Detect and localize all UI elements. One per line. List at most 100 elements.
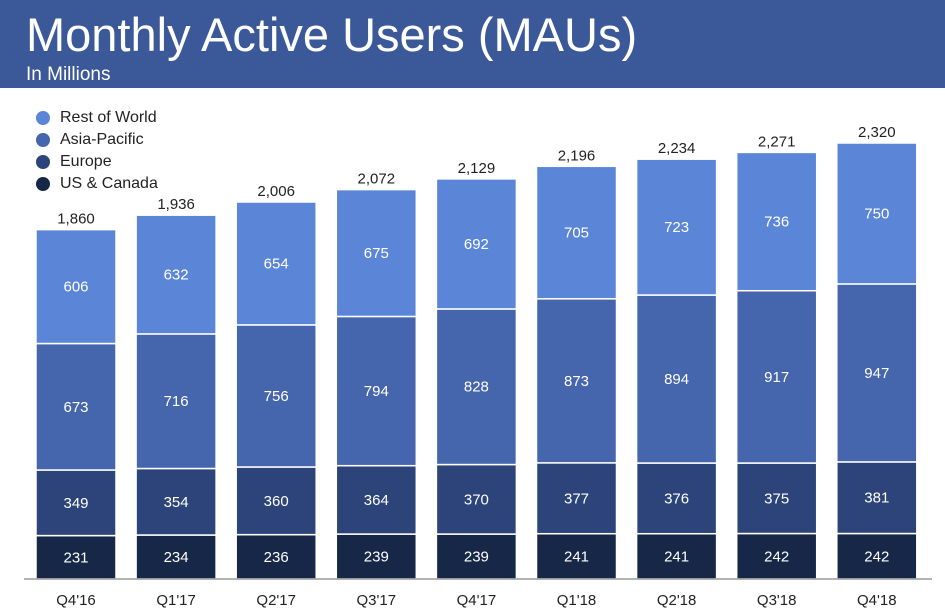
bar-segment-europe [335,464,418,535]
segment-value-label: 377 [564,490,589,507]
legend-label-asia-pacific: Asia-Pacific [60,131,144,148]
bar-segment-asia-pacific [735,289,818,464]
x-tick-label: Q3'18 [757,592,797,609]
bar-segment-rest-of-world [836,142,918,285]
segment-value-label: 873 [564,373,589,390]
legend-label-us-canada: US & Canada [60,175,158,192]
bar-segment-europe [635,462,718,535]
segment-value-label: 241 [664,548,689,565]
x-tick-label: Q4'17 [457,592,497,609]
bar-segment-europe [535,462,618,535]
segment-value-label: 242 [764,548,789,565]
segment-value-label: 894 [664,371,689,388]
bar-segment-asia-pacific [335,315,418,467]
total-value-label: 2,234 [658,140,696,157]
bar-segment-rest-of-world [335,188,418,318]
bar-segment-rest-of-world [35,228,117,345]
bar-segment-asia-pacific [635,294,718,464]
legend-swatch-asia-pacific [36,133,50,147]
bar-segment-europe [435,463,518,535]
total-value-label: 2,072 [358,171,396,188]
segment-value-label: 673 [63,399,88,416]
segment-value-label: 794 [364,383,389,400]
legend-item-asia-pacific: Asia-Pacific [36,129,158,151]
chart-legend: Rest of World Asia-Pacific Europe US & C… [36,107,158,195]
segment-value-label: 376 [664,490,689,507]
segment-value-label: 606 [63,279,88,296]
bar-segment-rest-of-world [435,178,518,310]
segment-value-label: 723 [664,219,689,236]
bar-segment-asia-pacific [235,324,317,468]
segment-value-label: 750 [864,205,889,222]
segment-value-label: 239 [364,549,389,566]
segment-value-label: 236 [264,549,289,566]
bar-segment-europe [735,462,818,535]
bar-segment-us-canada [836,532,918,580]
legend-swatch-europe [36,155,50,169]
bar-segment-us-canada [335,533,418,580]
x-tick-label: Q4'18 [857,592,897,609]
legend-item-rest-of-world: Rest of World [36,107,158,129]
legend-swatch-us-canada [36,177,50,191]
total-value-label: 2,129 [458,160,496,177]
legend-label-rest-of-world: Rest of World [60,109,157,126]
bar-segment-rest-of-world [535,165,618,300]
title-banner: Monthly Active Users (MAUs) In Millions [0,0,945,88]
bar-segment-asia-pacific [135,333,217,470]
segment-value-label: 241 [564,548,589,565]
legend-item-us-canada: US & Canada [36,173,158,195]
total-value-label: 1,860 [57,211,95,228]
segment-value-label: 231 [63,549,88,566]
page-title: Monthly Active Users (MAUs) [26,8,638,61]
segment-value-label: 716 [164,393,189,410]
x-tick-label: Q4'16 [56,592,96,609]
x-tick-label: Q1'18 [557,592,597,609]
segment-value-label: 354 [164,494,189,511]
bar-segment-us-canada [435,533,518,580]
segment-value-label: 239 [464,549,489,566]
total-value-label: 2,006 [257,183,295,200]
legend-label-europe: Europe [60,153,112,170]
bar-segment-rest-of-world [135,214,217,335]
segment-value-label: 917 [764,369,789,386]
x-tick-label: Q2'18 [657,592,697,609]
bar-segment-us-canada [635,532,718,580]
legend-item-europe: Europe [36,151,158,173]
segment-value-label: 705 [564,225,589,242]
segment-value-label: 234 [164,549,189,566]
segment-value-label: 736 [764,214,789,231]
segment-value-label: 675 [364,245,389,262]
total-value-label: 2,320 [858,124,896,141]
legend-swatch-rest-of-world [36,111,50,125]
bar-segment-europe [836,461,918,535]
x-tick-label: Q1'17 [156,592,196,609]
segment-value-label: 692 [464,236,489,253]
bar-segment-asia-pacific [836,283,918,463]
bar-segment-asia-pacific [535,298,618,464]
segment-value-label: 360 [264,493,289,510]
bar-segment-rest-of-world [235,201,317,326]
segment-value-label: 654 [264,255,289,272]
total-value-label: 2,196 [558,147,596,164]
segment-value-label: 370 [464,491,489,508]
segment-value-label: 242 [864,548,889,565]
segment-value-label: 349 [63,495,88,512]
segment-value-label: 375 [764,490,789,507]
x-tick-label: Q2'17 [256,592,296,609]
segment-value-label: 756 [264,388,289,405]
bar-segment-rest-of-world [635,158,718,296]
x-tick-label: Q3'17 [357,592,397,609]
bar-segment-us-canada [735,532,818,580]
bar-segment-us-canada [35,534,117,580]
segment-value-label: 381 [864,490,889,507]
segment-value-label: 364 [364,492,389,509]
bar-segment-asia-pacific [435,308,518,466]
total-value-label: 2,271 [758,133,796,150]
page-subtitle: In Millions [26,64,111,85]
segment-value-label: 632 [164,267,189,284]
total-value-label: 1,936 [157,196,195,213]
bar-segment-rest-of-world [735,151,818,292]
bar-segment-europe [135,467,217,536]
bar-segment-europe [35,469,117,537]
